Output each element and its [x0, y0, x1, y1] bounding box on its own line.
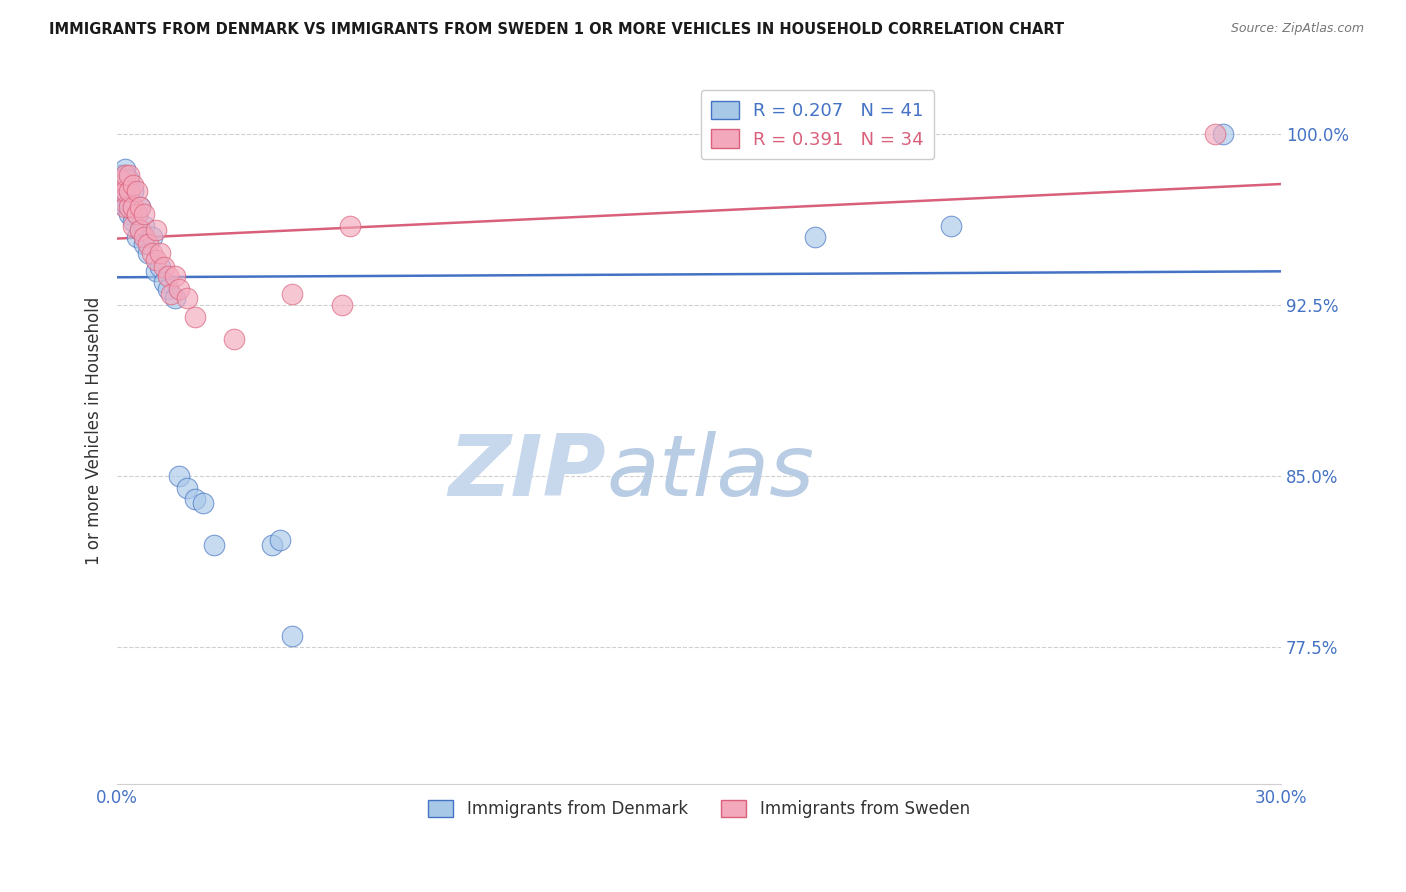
- Point: [125, 207, 148, 221]
- Point: [804, 230, 827, 244]
- Point: [136, 236, 159, 251]
- Point: [118, 185, 141, 199]
- Point: [149, 260, 172, 274]
- Point: [118, 185, 141, 199]
- Point: [281, 286, 304, 301]
- Point: [136, 245, 159, 260]
- Point: [202, 537, 225, 551]
- Point: [118, 173, 141, 187]
- Point: [152, 260, 174, 274]
- Point: [167, 282, 190, 296]
- Point: [125, 185, 148, 199]
- Point: [167, 469, 190, 483]
- Point: [134, 219, 156, 233]
- Point: [105, 195, 128, 210]
- Point: [121, 219, 143, 233]
- Y-axis label: 1 or more Vehicles in Household: 1 or more Vehicles in Household: [86, 296, 103, 565]
- Point: [269, 533, 291, 547]
- Point: [134, 230, 156, 244]
- Point: [184, 491, 207, 506]
- Point: [110, 185, 132, 199]
- Point: [114, 195, 136, 210]
- Point: [160, 286, 183, 301]
- Point: [145, 252, 167, 267]
- Point: [114, 161, 136, 176]
- Point: [121, 178, 143, 192]
- Point: [110, 185, 132, 199]
- Point: [114, 169, 136, 183]
- Point: [129, 200, 152, 214]
- Point: [262, 537, 284, 551]
- Point: [145, 264, 167, 278]
- Point: [1212, 128, 1234, 142]
- Point: [114, 178, 136, 192]
- Point: [114, 185, 136, 199]
- Point: [110, 173, 132, 187]
- Point: [114, 169, 136, 183]
- Point: [114, 185, 136, 199]
- Point: [110, 169, 132, 183]
- Point: [134, 236, 156, 251]
- Point: [141, 245, 163, 260]
- Point: [222, 333, 245, 347]
- Point: [121, 185, 143, 199]
- Point: [125, 207, 148, 221]
- Point: [118, 169, 141, 183]
- Legend: Immigrants from Denmark, Immigrants from Sweden: Immigrants from Denmark, Immigrants from…: [422, 793, 976, 825]
- Text: ZIP: ZIP: [449, 432, 606, 515]
- Point: [191, 496, 214, 510]
- Point: [110, 173, 132, 187]
- Point: [141, 230, 163, 244]
- Point: [176, 481, 198, 495]
- Point: [149, 245, 172, 260]
- Point: [121, 200, 143, 214]
- Point: [184, 310, 207, 324]
- Point: [145, 223, 167, 237]
- Point: [156, 268, 179, 283]
- Point: [281, 629, 304, 643]
- Point: [118, 200, 141, 214]
- Point: [941, 219, 963, 233]
- Point: [110, 178, 132, 192]
- Point: [118, 207, 141, 221]
- Point: [121, 214, 143, 228]
- Point: [1204, 128, 1226, 142]
- Point: [165, 268, 187, 283]
- Text: Source: ZipAtlas.com: Source: ZipAtlas.com: [1230, 22, 1364, 36]
- Point: [129, 223, 152, 237]
- Point: [125, 230, 148, 244]
- Point: [121, 200, 143, 214]
- Point: [129, 200, 152, 214]
- Text: atlas: atlas: [606, 432, 814, 515]
- Point: [176, 292, 198, 306]
- Point: [118, 195, 141, 210]
- Point: [114, 200, 136, 214]
- Point: [165, 292, 187, 306]
- Point: [129, 223, 152, 237]
- Point: [134, 207, 156, 221]
- Point: [152, 276, 174, 290]
- Point: [339, 219, 361, 233]
- Point: [330, 298, 353, 312]
- Text: IMMIGRANTS FROM DENMARK VS IMMIGRANTS FROM SWEDEN 1 OR MORE VEHICLES IN HOUSEHOL: IMMIGRANTS FROM DENMARK VS IMMIGRANTS FR…: [49, 22, 1064, 37]
- Point: [156, 282, 179, 296]
